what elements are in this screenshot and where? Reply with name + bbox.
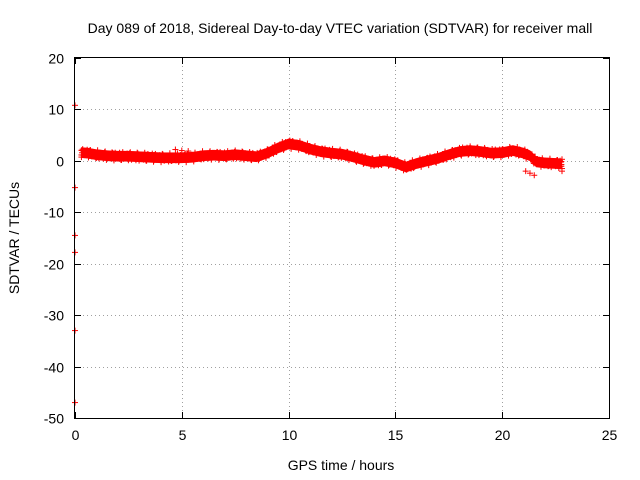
- y-tick-label: -50: [44, 411, 64, 427]
- y-tick-label: 0: [56, 154, 64, 170]
- grid-lines: [75, 58, 609, 418]
- x-tick-label: 5: [179, 427, 187, 443]
- y-axis-label: SDTVAR / TECUs: [6, 182, 22, 294]
- outlier-point: [559, 168, 566, 175]
- x-tick-labels: 0 5 10 15 20 25: [72, 427, 618, 443]
- y-tick-label: 10: [48, 102, 64, 118]
- y-tick-label: 20: [48, 51, 64, 67]
- x-tick-label: 0: [72, 427, 80, 443]
- outlier-point: [185, 148, 192, 155]
- y-tick-label: -10: [44, 205, 64, 221]
- plot-frame: [74, 57, 610, 419]
- outlier-point: [522, 168, 529, 175]
- outlier-point: [559, 156, 566, 163]
- outlier-point: [531, 172, 538, 179]
- x-tick-label: 15: [388, 427, 404, 443]
- outlier-point: [178, 147, 185, 154]
- x-tick-label: 10: [282, 427, 298, 443]
- y-tick-label: -20: [44, 257, 64, 273]
- outlier-point: [172, 146, 179, 153]
- x-tick-label: 25: [602, 427, 618, 443]
- data-points: [72, 102, 566, 406]
- y-tick-label: -30: [44, 308, 64, 324]
- x-axis-label: GPS time / hours: [288, 457, 395, 473]
- chart-title: Day 089 of 2018, Sidereal Day-to-day VTE…: [88, 20, 593, 36]
- y-tick-labels: 20 10 0 -10 -20 -30 -40 -50: [44, 51, 64, 427]
- x-tick-label: 20: [495, 427, 511, 443]
- outlier-point: [526, 170, 533, 177]
- y-tick-label: -40: [44, 360, 64, 376]
- axis-ticks: [75, 58, 610, 419]
